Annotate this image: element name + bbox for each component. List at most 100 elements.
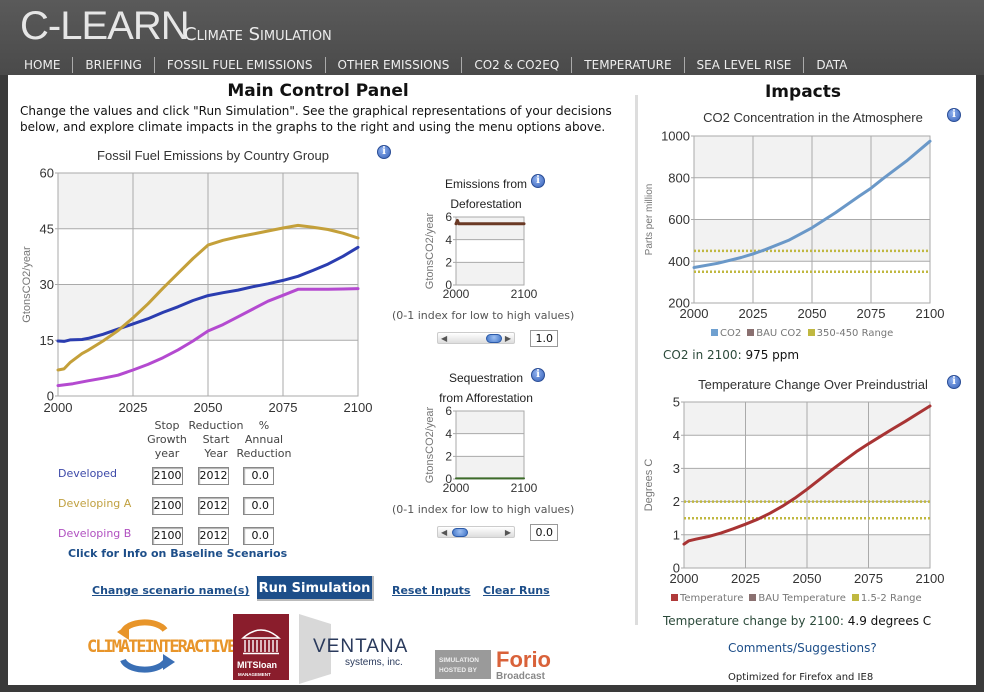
developing-a-reduction-start-input[interactable]: 2012 (198, 497, 229, 515)
info-icon[interactable]: i (947, 375, 961, 389)
developed-stop-growth-input[interactable]: 2100 (152, 467, 183, 485)
afforestation-title-1: Sequestration (448, 371, 524, 385)
x-tick-label: 2000 (443, 287, 470, 301)
nav-data[interactable]: DATA (816, 58, 848, 72)
logo-text: Broadcast (496, 671, 546, 682)
deforestation-value-input[interactable]: 1.0 (530, 330, 558, 347)
co2-legend: CO2 BAU CO2 350-450 Range (711, 328, 893, 339)
readout-value: 975 ppm (745, 348, 800, 362)
nav-co2[interactable]: CO2 & CO2EQ (462, 57, 573, 73)
reset-inputs-link[interactable]: Reset Inputs (392, 584, 471, 597)
deforestation-title-2: Deforestation (450, 197, 522, 211)
slider-thumb[interactable] (452, 528, 468, 537)
nav-other-emissions[interactable]: OTHER EMISSIONS (326, 57, 463, 73)
afforestation-chart: 2000 2100 0 2 4 6 GtonsCO2/year (424, 404, 538, 495)
legend-swatch (671, 594, 678, 601)
developed-annual-reduction-input[interactable]: 0.0 (243, 467, 274, 485)
app-logo[interactable]: C-LEARN (20, 4, 190, 48)
y-tick-label: 800 (668, 170, 690, 185)
logo-text: VENTANA (313, 636, 408, 657)
legend-label: BAU Temperature (758, 593, 846, 604)
climate-interactive-logo[interactable]: CLIMATEINTERACTIVE (87, 619, 239, 673)
developing-a-annual-reduction-input[interactable]: 0.0 (243, 497, 274, 515)
info-icon[interactable]: i (531, 174, 545, 188)
legend-label: BAU CO2 (756, 328, 802, 339)
series-line-developed (56, 245, 360, 343)
y-tick-label: 0 (47, 389, 54, 404)
row-label-developing-b: Developing B (58, 527, 132, 540)
ventana-logo[interactable]: VENTANA systems, inc. (299, 614, 408, 684)
developed-reduction-start-input[interactable]: 2012 (198, 467, 229, 485)
app-subtitle: Climate Simulation (184, 24, 332, 45)
change-scenario-names-link[interactable]: Change scenario name(s) (92, 584, 250, 597)
logo-text: SIMULATION (439, 657, 479, 664)
co2-readout: CO2 in 2100: 975 ppm (663, 348, 799, 362)
nav-temperature[interactable]: TEMPERATURE (572, 57, 685, 73)
x-tick-label: 2100 (916, 571, 945, 586)
nav-fossil-fuel-emissions[interactable]: FOSSIL FUEL EMISSIONS (155, 57, 326, 73)
run-simulation-button[interactable]: Run Simulation (257, 576, 374, 601)
row-label-developing-a: Developing A (58, 497, 132, 510)
temperature-chart-title: Temperature Change Over Preindustrial (698, 377, 928, 392)
content-panel: Main Control Panel Change the values and… (8, 75, 976, 685)
y-tick-label: 200 (668, 296, 690, 311)
logo-text: systems, inc. (345, 657, 403, 668)
plot-border (455, 216, 525, 286)
info-icon[interactable]: i (377, 145, 391, 159)
developing-b-reduction-start-input[interactable]: 2012 (198, 527, 229, 545)
series-line-developing-a (56, 223, 360, 372)
y-tick-label: 2 (673, 494, 680, 509)
afforestation-value-input[interactable]: 0.0 (530, 524, 558, 541)
afforestation-slider[interactable]: ◀ ▶ (437, 526, 515, 538)
series-line-developing-b (56, 287, 360, 388)
readout-label: CO2 in 2100: (663, 348, 742, 362)
y-tick-label: 4 (445, 427, 452, 441)
logo-text: MANAGEMENT (238, 672, 271, 677)
info-icon[interactable]: i (947, 108, 961, 122)
intro-text: Change the values and click "Run Simulat… (20, 104, 612, 134)
main-nav: HOME BRIEFING FOSSIL FUEL EMISSIONS OTHE… (12, 57, 859, 73)
comments-link[interactable]: Comments/Suggestions? (728, 641, 877, 655)
info-icon[interactable]: i (531, 368, 545, 382)
mit-sloan-logo[interactable]: MITSloan MANAGEMENT (233, 614, 289, 680)
partner-logos: CLIMATEINTERACTIVE MITSloan MANAGEMENT V… (83, 610, 573, 685)
deforestation-slider[interactable]: ◀ ▶ (437, 332, 515, 344)
header: C-LEARN Climate Simulation HOME BRIEFING… (0, 0, 984, 75)
row-label-developed: Developed (58, 467, 118, 480)
nav-home[interactable]: HOME (12, 57, 74, 73)
y-tick-label: 2 (445, 256, 452, 270)
slider-thumb[interactable] (486, 334, 502, 343)
col-header-annual-reduction: % Annual Reduction (234, 419, 294, 461)
fossil-chart-title: Fossil Fuel Emissions by Country Group (97, 148, 329, 163)
y-tick-label: 2 (445, 450, 452, 464)
logos-svg: CLIMATEINTERACTIVE MITSloan MANAGEMENT V… (87, 614, 551, 684)
header-line: % (258, 419, 270, 432)
dome-icon (241, 629, 281, 639)
nav-briefing[interactable]: BRIEFING (73, 57, 155, 73)
baseline-scenarios-link[interactable]: Click for Info on Baseline Scenarios (68, 547, 288, 560)
logo-bg (435, 650, 491, 679)
y-tick-label: 45 (40, 221, 54, 236)
slider-left-arrow-icon[interactable]: ◀ (441, 528, 448, 537)
slider-right-arrow-icon[interactable]: ▶ (504, 334, 511, 343)
developing-a-stop-growth-input[interactable]: 2100 (152, 497, 183, 515)
temperature-readout: Temperature change by 2100: 4.9 degrees … (663, 614, 931, 628)
grid-band (456, 456, 524, 479)
logo-text: Forio (496, 647, 551, 672)
co2-chart: 2000 2025 2050 2075 2100 200 400 600 800 1000 Part… (644, 129, 944, 321)
nav-sea-level-rise[interactable]: SEA LEVEL RISE (685, 57, 805, 73)
developing-b-annual-reduction-input[interactable]: 0.0 (243, 527, 274, 545)
deforestation-hint: (0-1 index for low to high values) (392, 309, 575, 322)
developing-b-stop-growth-input[interactable]: 2100 (152, 527, 183, 545)
logo-text: MITSloan (237, 660, 277, 670)
slider-right-arrow-icon[interactable]: ▶ (504, 528, 511, 537)
forio-logo[interactable]: SIMULATION HOSTED BY Forio Broadcast (435, 647, 551, 682)
panel-divider (635, 95, 638, 625)
y-tick-label: 5 (673, 395, 680, 410)
header-line: Reduction (236, 447, 292, 460)
clear-runs-link[interactable]: Clear Runs (483, 584, 550, 597)
y-tick-label: 600 (668, 212, 690, 227)
legend-label: Temperature (680, 593, 744, 604)
slider-left-arrow-icon[interactable]: ◀ (441, 334, 448, 343)
logo-arrow-orange (120, 619, 168, 634)
